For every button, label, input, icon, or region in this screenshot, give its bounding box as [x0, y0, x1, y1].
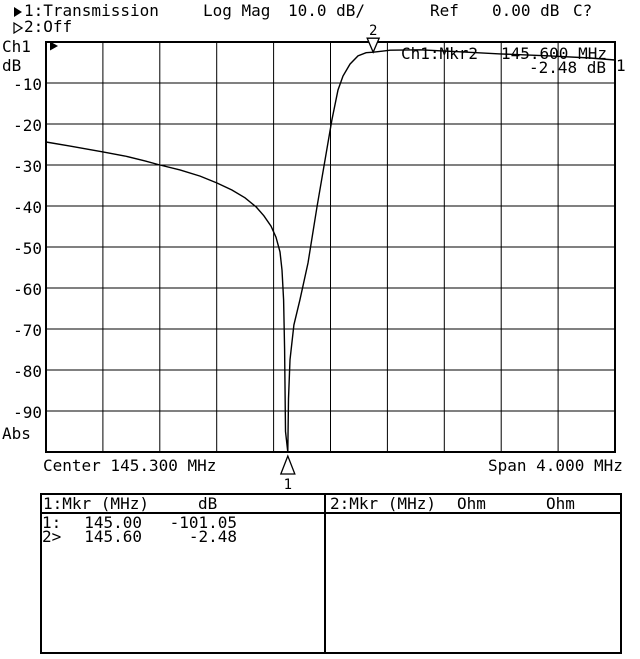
cal-status: C? — [573, 1, 593, 20]
y-tick-label: -60 — [13, 280, 42, 299]
span-label: Span 4.000 MHz — [488, 456, 623, 475]
table2-title: 2:Mkr (MHz) — [330, 494, 436, 513]
marker-1-number: 1 — [284, 477, 292, 492]
graticule — [45, 41, 616, 453]
ref-level-icon — [50, 41, 58, 51]
table-row-2-freq: 145.60 — [84, 527, 142, 546]
markers-layer: 12 — [279, 23, 381, 492]
y-tick-label: -70 — [13, 321, 42, 340]
table2-unit-header-2: Ohm — [546, 494, 575, 513]
scale-label: 10.0 dB/ — [288, 1, 366, 20]
marker-table-header-separator — [40, 512, 622, 514]
y-tick-label: -40 — [13, 198, 42, 217]
y-tick-label: -30 — [13, 157, 42, 176]
y-bottom-label: Abs — [2, 424, 31, 443]
channel-label: Ch1 — [2, 37, 31, 56]
marker-readout-freq: 145.600 MHz — [501, 44, 607, 63]
table-row-1-value: -101.05 — [169, 513, 237, 532]
y-tick-label: -90 — [13, 403, 42, 422]
marker-readout-label: Ch1:Mkr2 — [401, 44, 479, 63]
marker-1-symbol-icon — [279, 454, 296, 475]
y-unit-label: dB — [2, 56, 22, 75]
table1-title: 1:Mkr (MHz) — [43, 494, 149, 513]
center-frequency-label: Center 145.300 MHz — [43, 456, 217, 475]
table-row-2-value: -2.48 — [188, 527, 237, 546]
trace-1-line — [45, 49, 616, 453]
marker-table — [40, 493, 622, 654]
y-tick-label: -10 — [13, 75, 42, 94]
trace2-label: 2:Off — [24, 17, 73, 36]
trace-number: 1 — [616, 56, 626, 75]
ref-label: Ref — [430, 1, 459, 20]
trace1-active-icon — [13, 5, 23, 21]
trace2-inactive-icon — [13, 21, 24, 37]
marker-table-divider — [324, 493, 326, 654]
table1-unit-header: dB — [198, 494, 218, 513]
trace1-label: 1:Transmission — [24, 1, 159, 20]
table2-unit-header-1: Ohm — [457, 494, 486, 513]
table-row-1-freq: 145.00 — [84, 513, 142, 532]
y-tick-label: -20 — [13, 116, 42, 135]
table-row-2-id: 2> — [42, 527, 62, 546]
marker-readout-value: -2.48 dB — [528, 58, 606, 77]
table-row-1-id: 1: — [42, 513, 62, 532]
format-label: Log Mag — [203, 1, 271, 20]
ref-value: 0.00 dB — [492, 1, 560, 20]
marker-2-number: 2 — [369, 23, 377, 39]
y-tick-label: -80 — [13, 362, 42, 381]
y-tick-label: -50 — [13, 239, 42, 258]
plot-area: 12 — [45, 23, 616, 492]
marker-2-symbol-icon — [366, 37, 381, 54]
